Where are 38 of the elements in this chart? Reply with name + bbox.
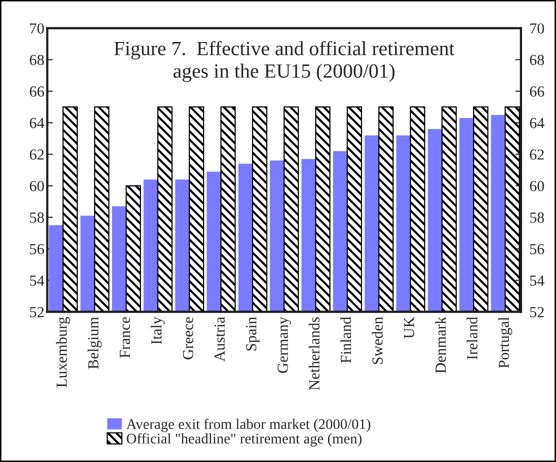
- x-tick-label: Greece: [182, 317, 194, 360]
- legend-label: Average exit from labor market (2000/01): [126, 418, 370, 432]
- x-tick-label: Luxemburg: [56, 317, 70, 388]
- x-tick-label: Belgium: [88, 316, 102, 369]
- y2-tick-label: 66: [530, 86, 544, 97]
- y-tick-label: 60: [30, 180, 44, 192]
- y-tick-label: 64: [30, 118, 44, 128]
- y-tick-label: 68: [30, 54, 44, 66]
- y2-tick-label: 54: [530, 276, 544, 286]
- x-tick-label: Ireland: [466, 316, 478, 360]
- y-tick-label: 58: [30, 212, 44, 223]
- y2-tick-label: 68: [530, 54, 544, 66]
- x-tick-label: Netherlands: [308, 317, 320, 390]
- x-tick-label: Italy: [150, 316, 165, 344]
- x-tick-label: Austria: [214, 316, 225, 362]
- y2-tick-label: 58: [530, 212, 544, 223]
- y-tick-label: 52: [30, 307, 44, 318]
- x-tick-label: Denmark: [435, 316, 446, 374]
- y2-tick-label: 52: [530, 307, 544, 318]
- y-tick-label: 70: [30, 23, 44, 34]
- x-tick-label: Finland: [340, 316, 352, 363]
- y-tick-label: 54: [30, 276, 44, 286]
- y2-tick-label: 56: [530, 244, 544, 254]
- x-tick-label: Portugal: [498, 317, 512, 368]
- x-tick-label: Germany: [278, 316, 292, 373]
- x-tick-label: Sweden: [372, 316, 383, 364]
- y-tick-label: 62: [30, 149, 44, 160]
- x-tick-label: UK: [404, 316, 414, 338]
- text: Figure 7. Effective and official retirement ages in the EU15 (2000/01): [114, 40, 454, 82]
- y2-tick-label: 70: [530, 23, 544, 34]
- legend-label: Official "headline" retirement age (men): [126, 433, 362, 447]
- x-tick-label: Spain: [246, 316, 260, 350]
- y2-tick-label: 62: [530, 149, 544, 160]
- x-tick-label: France: [120, 317, 130, 358]
- y2-tick-label: 60: [530, 180, 544, 192]
- y-tick-label: 56: [30, 244, 44, 254]
- y2-tick-label: 64: [530, 118, 544, 128]
- y-tick-label: 66: [30, 86, 44, 97]
